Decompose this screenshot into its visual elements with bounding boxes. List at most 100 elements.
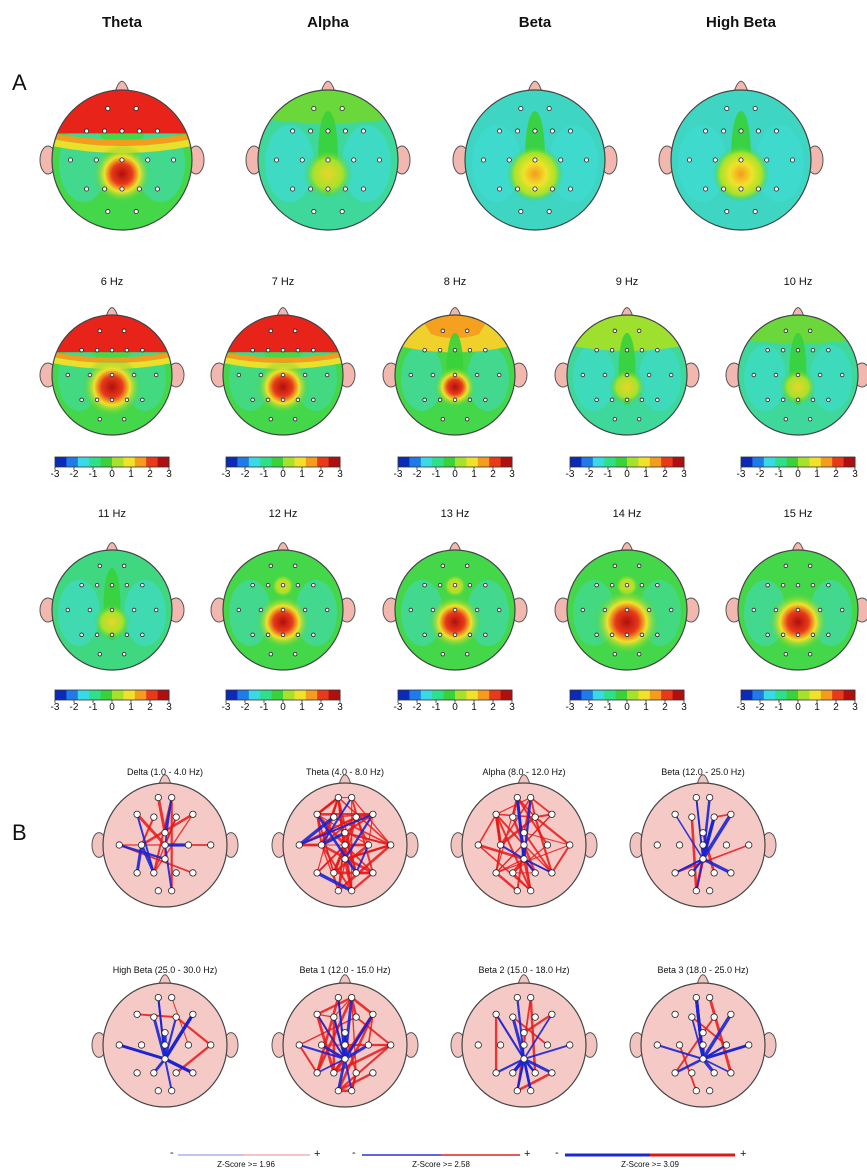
- scale-tick-label: 0: [109, 702, 115, 713]
- node: [710, 813, 718, 821]
- electrode: [624, 397, 630, 403]
- legend-label-1: Z-Score >= 1.96: [217, 1160, 275, 1169]
- electrode: [265, 582, 271, 588]
- scale-tick-label: -1: [88, 469, 98, 480]
- electrode: [292, 416, 298, 422]
- node: [706, 993, 714, 1002]
- color-scale: [569, 689, 685, 703]
- electrode: [624, 582, 630, 588]
- scale-tick-label: 3: [166, 469, 172, 480]
- node: [172, 813, 180, 821]
- electrode: [154, 128, 160, 134]
- electrode: [422, 347, 427, 353]
- scale-tick-label: -3: [221, 702, 231, 713]
- electrode: [480, 157, 486, 163]
- scale-tick-label: 1: [643, 702, 649, 713]
- node: [341, 855, 349, 863]
- electrode: [839, 607, 845, 613]
- electrode: [639, 397, 645, 403]
- electrode: [133, 209, 139, 215]
- electrode: [109, 372, 115, 378]
- node: [295, 841, 303, 849]
- scale-tick-label: -3: [565, 702, 575, 713]
- node: [745, 1041, 753, 1049]
- electrode: [602, 607, 608, 613]
- scale-tick-label: -1: [603, 469, 613, 480]
- electrode: [290, 186, 296, 192]
- electrode: [280, 632, 286, 638]
- electrode: [780, 397, 786, 403]
- electrode: [109, 632, 115, 638]
- electrode: [87, 372, 93, 378]
- node: [531, 813, 539, 821]
- node: [313, 869, 321, 877]
- node: [688, 1013, 696, 1021]
- electrode: [655, 347, 660, 353]
- electrode: [712, 157, 718, 163]
- electrode: [121, 416, 127, 422]
- electrode: [636, 328, 642, 334]
- node: [352, 869, 360, 877]
- electrode: [668, 372, 674, 378]
- electrode: [646, 372, 652, 378]
- electrode: [549, 186, 555, 192]
- node: [548, 810, 556, 818]
- electrode: [109, 397, 115, 403]
- electrode: [518, 105, 524, 111]
- electrode: [452, 607, 458, 613]
- electrode: [97, 563, 103, 569]
- electrode: [668, 607, 674, 613]
- electrode: [145, 157, 151, 163]
- node: [189, 1010, 197, 1018]
- conn-map-r2-2: [271, 974, 419, 1108]
- electrode: [795, 632, 801, 638]
- scale-tick-label: -1: [259, 469, 269, 480]
- conn-map-r1-3: [450, 774, 598, 908]
- node: [150, 1069, 158, 1077]
- electrode: [686, 157, 692, 163]
- node: [513, 793, 521, 802]
- electrode: [153, 607, 159, 613]
- electrode: [703, 186, 709, 192]
- node: [692, 793, 700, 802]
- node: [688, 1069, 696, 1077]
- scale-tick-label: -2: [240, 702, 250, 713]
- electrode: [273, 157, 279, 163]
- electrode: [826, 582, 831, 588]
- node: [520, 1041, 528, 1049]
- node: [722, 841, 731, 849]
- electrode: [532, 128, 538, 134]
- node: [341, 1041, 349, 1049]
- scale-tick-label: -2: [755, 469, 765, 480]
- electrode: [795, 397, 801, 403]
- electrode: [612, 416, 618, 422]
- node: [334, 793, 342, 802]
- scale-tick-label: -3: [393, 469, 403, 480]
- scale-tick-label: 1: [128, 469, 134, 480]
- electrode: [646, 607, 652, 613]
- electrode: [84, 128, 90, 134]
- electrode: [795, 607, 801, 613]
- electrode: [765, 582, 770, 588]
- scale-tick-label: 3: [509, 469, 515, 480]
- node: [699, 1055, 707, 1063]
- node: [531, 1069, 539, 1077]
- conn-map-title: Beta (12.0 - 25.0 Hz): [661, 767, 745, 777]
- node: [653, 841, 661, 849]
- scale-tick-label: 2: [833, 702, 839, 713]
- electrode: [299, 157, 305, 163]
- conn-map-title: Alpha (8.0 - 12.0 Hz): [482, 767, 566, 777]
- electrode: [292, 563, 298, 569]
- hz-topomap-r2-1: [39, 542, 185, 671]
- electrode: [795, 372, 801, 378]
- node: [189, 1069, 197, 1077]
- node: [699, 1029, 707, 1037]
- scale-tick-label: -3: [565, 469, 575, 480]
- color-scale: [225, 689, 341, 703]
- electrode: [609, 347, 615, 353]
- node: [330, 813, 338, 821]
- electrode: [342, 128, 348, 134]
- electrode: [773, 186, 779, 192]
- electrode: [311, 209, 317, 215]
- electrode: [497, 186, 503, 192]
